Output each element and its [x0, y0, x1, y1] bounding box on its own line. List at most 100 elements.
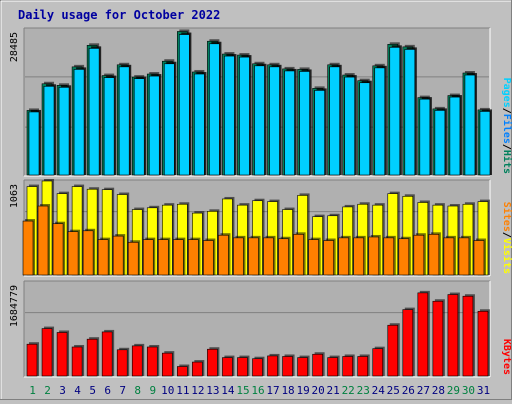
bar-sites-day-13 — [203, 238, 216, 276]
bar-pages-day-18 — [284, 68, 297, 176]
bar-pages-day-28-face — [434, 110, 446, 176]
bar-pages-day-22-face — [344, 76, 355, 176]
bar-sites-day-28 — [428, 232, 441, 276]
bar-sites-day-5 — [82, 228, 96, 276]
bar-sites-day-3-face — [52, 223, 64, 276]
bar-sites-day-11 — [173, 237, 186, 276]
bar-kbytes-day-4-face — [71, 346, 83, 377]
bar-pages-day-15 — [239, 55, 252, 176]
bar-pages-day-26-face — [404, 49, 416, 176]
bar-pages-day-7-face — [118, 66, 130, 176]
bar-kbytes-day-6 — [101, 329, 115, 377]
bar-sites-day-5-face — [82, 230, 94, 276]
bar-kbytes-day-17-face — [267, 355, 278, 377]
x-tick-label-day-10: 10 — [161, 384, 174, 397]
legend-text: Sites/Visits — [501, 202, 512, 274]
bar-sites-day-20-face — [308, 239, 319, 276]
bar-kbytes-day-28-face — [432, 300, 444, 377]
bar-kbytes-day-30 — [462, 294, 475, 377]
bar-sites-day-4 — [67, 229, 81, 276]
bar-sites-day-11-face — [173, 239, 184, 276]
bar-kbytes-day-2 — [41, 326, 55, 377]
chart-title: Daily usage for October 2022 — [18, 8, 220, 22]
bar-pages-day-10 — [163, 61, 177, 176]
bar-kbytes-day-27-face — [417, 292, 429, 377]
bar-sites-day-12-face — [188, 239, 199, 276]
bar-kbytes-day-25 — [387, 323, 400, 377]
bar-sites-day-22 — [338, 235, 351, 276]
bar-sites-day-15 — [233, 235, 246, 276]
bar-sites-day-6-face — [97, 239, 109, 276]
x-tick-label-day-21: 21 — [327, 384, 340, 397]
bar-kbytes-day-6-face — [101, 331, 113, 377]
bar-pages-day-19 — [299, 69, 312, 176]
bar-sites-day-18-face — [278, 238, 289, 276]
bar-sites-day-30 — [458, 235, 471, 276]
y-max-label: 1684779 — [9, 285, 20, 327]
bar-sites-day-3 — [52, 221, 66, 276]
bar-pages-day-18-face — [284, 70, 295, 176]
bars-hits-files-pages — [26, 29, 492, 176]
bar-kbytes-day-23 — [357, 354, 370, 377]
bar-kbytes-day-19 — [297, 355, 310, 377]
legend-entry-sites: Sites — [501, 202, 512, 232]
x-tick-label-day-20: 20 — [312, 384, 325, 397]
bar-pages-day-8-face — [133, 78, 145, 176]
bar-kbytes-day-17 — [267, 353, 280, 377]
legend-separator: / — [501, 144, 512, 150]
x-tick-label-day-14: 14 — [221, 384, 235, 397]
x-tick-label-day-8: 8 — [134, 384, 141, 397]
legend-visits-sites: Sites/Visits — [501, 202, 512, 274]
bar-pages-day-31-face — [479, 111, 491, 176]
bar-pages-day-4 — [73, 67, 87, 176]
bar-pages-day-30 — [464, 73, 477, 176]
bar-sites-day-25 — [383, 235, 396, 276]
legend-text: KBytes — [501, 339, 512, 375]
x-tick-label-day-6: 6 — [104, 384, 111, 397]
bar-pages-day-2-face — [43, 86, 55, 176]
bar-pages-day-21-face — [329, 66, 340, 176]
panels: 28485Pages/Files/Hits1063Sites/Visits168… — [9, 27, 512, 378]
panel-hits-files-pages: 28485 Pages/Files/Hits — [9, 27, 512, 177]
bar-pages-day-17-face — [269, 66, 280, 176]
bar-pages-day-13-face — [209, 43, 220, 176]
bar-kbytes-day-21-face — [327, 357, 338, 377]
x-tick-label-day-31: 31 — [477, 384, 490, 397]
bar-pages-day-21 — [329, 64, 342, 176]
bar-kbytes-day-14-face — [222, 357, 233, 377]
bar-kbytes-day-18-face — [282, 356, 293, 377]
x-tick-label-day-3: 3 — [59, 384, 66, 397]
bar-sites-day-8-face — [127, 241, 139, 276]
bar-pages-day-17 — [269, 64, 282, 176]
bar-pages-day-10-face — [163, 63, 175, 176]
bar-sites-day-21-face — [323, 240, 334, 276]
bar-sites-day-26-face — [398, 238, 410, 276]
bar-kbytes-day-1-face — [26, 343, 38, 377]
bar-sites-day-8 — [127, 240, 141, 276]
legend-text: Pages/Files/Hits — [501, 78, 512, 174]
bar-kbytes-day-29-face — [447, 294, 459, 377]
bar-kbytes-day-30-face — [462, 295, 474, 377]
bar-sites-day-24 — [368, 234, 381, 276]
x-tick-label-day-1: 1 — [29, 384, 36, 397]
bar-sites-day-22-face — [338, 237, 349, 276]
bar-pages-day-5-face — [88, 48, 100, 176]
bar-pages-day-11 — [179, 32, 192, 176]
bar-sites-day-14 — [218, 233, 231, 276]
bar-kbytes-day-2-face — [41, 328, 53, 377]
bar-pages-day-25-face — [389, 47, 401, 176]
bar-kbytes-day-3-face — [56, 332, 68, 377]
y-max-label: 28485 — [9, 32, 20, 62]
bar-pages-day-14-face — [224, 55, 235, 176]
x-tick-label-day-13: 13 — [206, 384, 219, 397]
bar-pages-day-13 — [209, 41, 222, 176]
x-tick-label-day-22: 22 — [342, 384, 355, 397]
bar-kbytes-day-27 — [417, 290, 430, 377]
x-tick-label-day-25: 25 — [387, 384, 400, 397]
bar-kbytes-day-7 — [116, 347, 130, 377]
bar-sites-day-27 — [413, 233, 426, 276]
bar-kbytes-day-1 — [26, 342, 39, 377]
bar-kbytes-day-19-face — [297, 357, 308, 377]
bar-sites-day-17 — [263, 235, 276, 276]
bar-kbytes-day-23-face — [357, 356, 369, 377]
